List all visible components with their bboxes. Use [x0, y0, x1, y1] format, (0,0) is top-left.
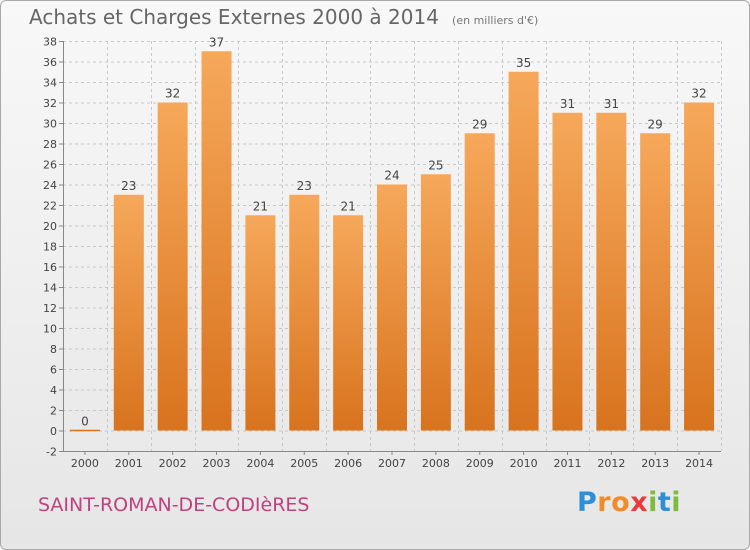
y-tick-label: 26 — [43, 159, 57, 172]
y-tick-label: 16 — [43, 261, 57, 274]
proxiti-logo[interactable]: Proxiti — [577, 487, 681, 518]
y-tick-label: 32 — [43, 97, 57, 110]
axis-layer: -202468101214161820222426283032343638200… — [43, 36, 721, 470]
x-tick-label: 2014 — [685, 457, 713, 470]
y-tick-label: 20 — [43, 220, 57, 233]
bar-value-label: 37 — [209, 35, 224, 49]
logo-letter: x — [630, 487, 649, 518]
bar-value-label: 25 — [428, 158, 443, 172]
bar-value-label: 29 — [472, 117, 487, 131]
x-tick-label: 2013 — [641, 457, 669, 470]
bar-value-label: 0 — [81, 415, 89, 429]
y-tick-label: 10 — [43, 323, 57, 336]
y-tick-label: 12 — [43, 302, 57, 315]
y-tick-label: -2 — [46, 446, 57, 459]
bar — [377, 184, 407, 431]
bar — [596, 112, 627, 431]
chart-title: Achats et Charges Externes 2000 à 2014 — [29, 5, 439, 29]
logo-letter: r — [597, 487, 612, 518]
x-tick-label: 2001 — [115, 457, 143, 470]
bar — [508, 71, 539, 431]
bar-layer: 0 23 32 37 21 23 21 24 25 29 35 31 31 29 32 — [69, 35, 715, 432]
bar-value-label: 23 — [121, 179, 136, 193]
y-tick-label: 28 — [43, 138, 57, 151]
bar — [113, 194, 144, 431]
bar — [157, 102, 188, 431]
y-tick-label: 2 — [50, 405, 57, 418]
bar-value-label: 31 — [604, 97, 619, 111]
x-tick-label: 2008 — [422, 457, 450, 470]
y-tick-label: 18 — [43, 241, 57, 254]
title-row: Achats et Charges Externes 2000 à 2014 (… — [29, 5, 538, 29]
x-tick-label: 2006 — [334, 457, 362, 470]
x-tick-label: 2005 — [290, 457, 318, 470]
chart-unit: (en milliers d'€) — [452, 14, 539, 27]
bar — [552, 112, 583, 431]
bar — [464, 133, 495, 431]
x-tick-label: 2012 — [597, 457, 625, 470]
bar — [684, 102, 715, 431]
y-tick-label: 8 — [50, 343, 57, 356]
logo-letter: i — [671, 487, 682, 518]
bar-value-label: 32 — [691, 87, 706, 101]
bar-value-label: 23 — [297, 179, 312, 193]
y-tick-label: 22 — [43, 200, 57, 213]
x-tick-label: 2011 — [553, 457, 581, 470]
bar — [245, 215, 276, 431]
bar-value-label: 21 — [253, 199, 268, 213]
x-tick-label: 2004 — [246, 457, 274, 470]
y-tick-label: 24 — [43, 179, 57, 192]
bar-value-label: 21 — [340, 199, 355, 213]
bar-value-label: 29 — [648, 117, 663, 131]
y-tick-label: 36 — [43, 56, 57, 69]
logo-letter: o — [611, 487, 631, 518]
bar — [420, 174, 451, 431]
x-tick-label: 2003 — [203, 457, 231, 470]
bar — [289, 194, 320, 431]
y-tick-label: 38 — [43, 36, 57, 49]
logo-letter: t — [657, 487, 672, 518]
bar — [640, 133, 671, 431]
logo-letter: P — [577, 487, 598, 518]
y-tick-label: 14 — [43, 282, 57, 295]
x-tick-label: 2007 — [378, 457, 406, 470]
x-tick-label: 2000 — [71, 457, 99, 470]
x-tick-label: 2010 — [510, 457, 538, 470]
y-tick-label: 6 — [50, 364, 57, 377]
y-tick-label: 0 — [50, 425, 57, 438]
bar-value-label: 35 — [516, 56, 531, 70]
bar — [333, 215, 364, 431]
y-tick-label: 4 — [50, 384, 57, 397]
bar — [201, 51, 232, 431]
x-tick-label: 2009 — [466, 457, 494, 470]
bar-value-label: 24 — [384, 169, 399, 183]
y-tick-label: 30 — [43, 118, 57, 131]
y-tick-label: 34 — [43, 77, 57, 90]
x-tick-label: 2002 — [159, 457, 187, 470]
logo-letter: i — [648, 487, 658, 518]
commune-name: SAINT-ROMAN-DE-CODIèRES — [38, 494, 310, 516]
bar-value-label: 32 — [165, 87, 180, 101]
bar-value-label: 31 — [560, 97, 575, 111]
